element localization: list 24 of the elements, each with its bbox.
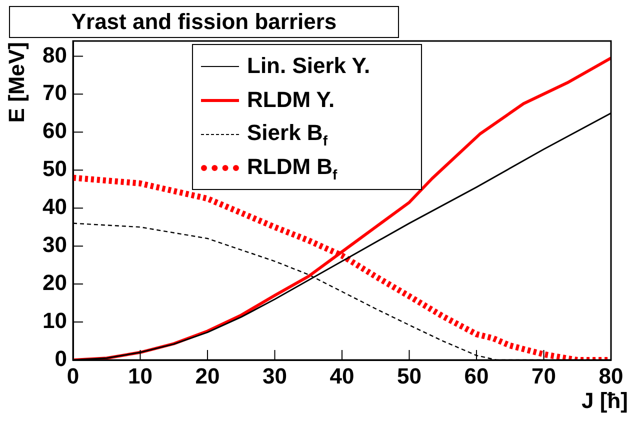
x-tick-label: 60: [464, 363, 489, 388]
y-tick-label: 0: [54, 346, 67, 372]
legend-label: RLDM Y.: [247, 87, 335, 113]
x-tick-label: 70: [532, 363, 556, 388]
x-tick-label: 40: [330, 363, 354, 388]
y-tick-label: 10: [42, 308, 67, 334]
y-tick-label: 20: [42, 270, 67, 296]
y-tick-label: 60: [42, 118, 67, 144]
y-tick-label: 70: [42, 80, 67, 106]
y-tick-label: 40: [42, 194, 67, 220]
legend-label: RLDM B$_{f}$: [247, 154, 338, 182]
legend-label: Sierk B$_{f}$: [247, 120, 328, 148]
x-tick-label: 80: [598, 363, 624, 388]
y-tick-label: 80: [42, 42, 67, 68]
x-tick-label: 50: [397, 363, 422, 388]
x-tick-label: 10: [128, 363, 152, 388]
x-tick-label: 20: [195, 363, 220, 388]
legend-label: Lin. Sierk Y.: [247, 53, 370, 79]
y-axis-title: E [MeV]: [4, 42, 30, 125]
y-tick-label: 50: [42, 156, 67, 182]
x-axis-title: J [ħ]: [582, 388, 628, 414]
y-tick-label: 30: [42, 232, 67, 258]
x-tick-label: 30: [262, 363, 287, 388]
chart-title: Yrast and fission barriers: [9, 6, 399, 38]
